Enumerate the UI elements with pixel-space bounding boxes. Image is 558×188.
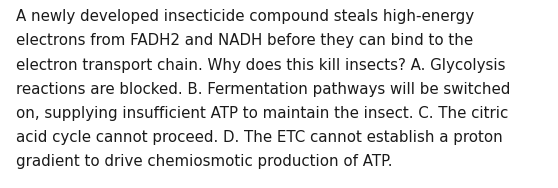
Text: acid cycle cannot proceed. D. The ETC cannot establish a proton: acid cycle cannot proceed. D. The ETC ca…: [16, 130, 502, 145]
Text: electrons from FADH2 and NADH before they can bind to the: electrons from FADH2 and NADH before the…: [16, 33, 473, 49]
Text: on, supplying insufficient ATP to maintain the insect. C. The citric: on, supplying insufficient ATP to mainta…: [16, 106, 508, 121]
Text: reactions are blocked. B. Fermentation pathways will be switched: reactions are blocked. B. Fermentation p…: [16, 82, 510, 97]
Text: gradient to drive chemiosmotic production of ATP.: gradient to drive chemiosmotic productio…: [16, 154, 392, 169]
Text: electron transport chain. Why does this kill insects? A. Glycolysis: electron transport chain. Why does this …: [16, 58, 505, 73]
Text: A newly developed insecticide compound steals high-energy: A newly developed insecticide compound s…: [16, 9, 474, 24]
